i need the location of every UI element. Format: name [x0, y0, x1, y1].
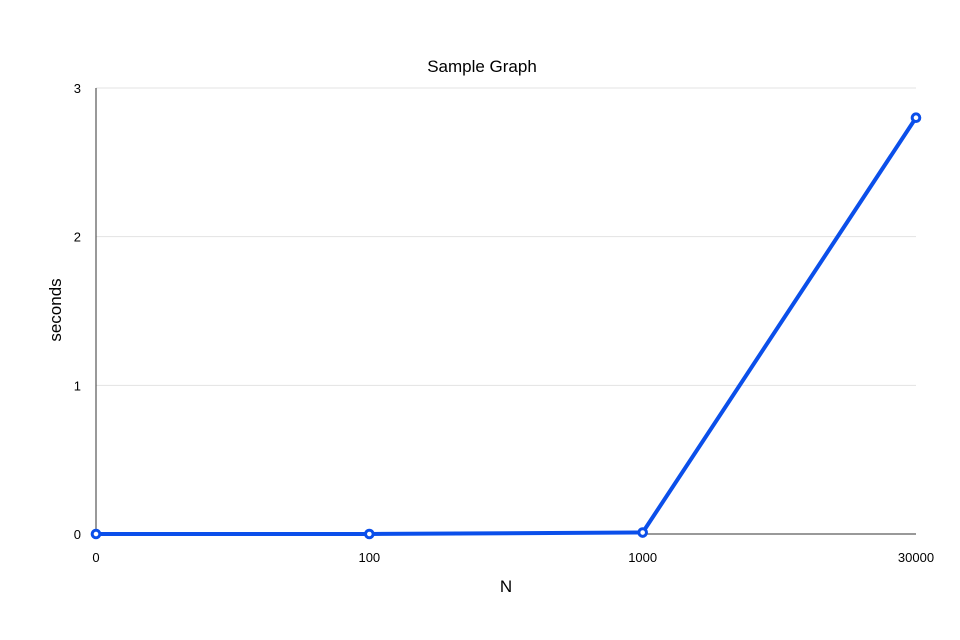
y-tick-layer: 0 1 2 3: [74, 81, 81, 542]
point-layer: [90, 112, 922, 540]
chart-title: Sample Graph: [427, 57, 537, 76]
x-axis-label: N: [500, 577, 512, 596]
x-tick-label: 100: [358, 550, 380, 565]
data-point: [910, 112, 922, 124]
series-layer: [94, 115, 918, 536]
y-tick-label: 2: [74, 230, 81, 245]
x-tick-label: 1000: [628, 550, 657, 565]
y-tick-label: 0: [74, 527, 81, 542]
y-tick-label: 3: [74, 81, 81, 96]
grid-layer: [96, 87, 916, 386]
y-tick-label: 1: [74, 378, 81, 393]
x-tick-label: 0: [92, 550, 99, 565]
series-line: [94, 115, 918, 536]
y-axis-label: seconds: [46, 278, 65, 341]
axis-layer: [95, 88, 916, 535]
data-point: [90, 528, 102, 540]
x-tick-layer: 0 100 1000 30000: [92, 550, 934, 565]
data-point: [364, 528, 375, 540]
data-point: [637, 527, 648, 538]
x-tick-label: 30000: [898, 550, 934, 565]
